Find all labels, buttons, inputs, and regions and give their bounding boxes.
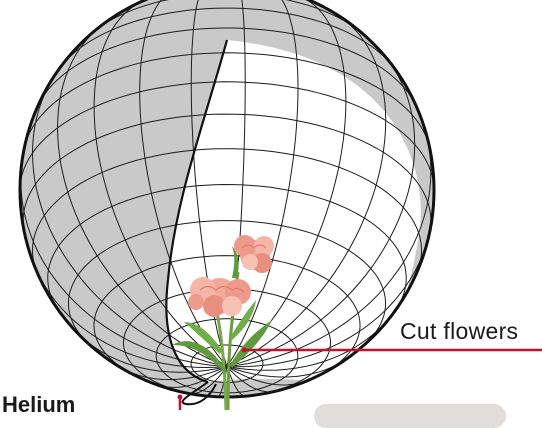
parallel-line: [296, 58, 430, 147]
parallel-line: [288, 189, 407, 311]
carnation-bottom: [188, 277, 251, 317]
meridian-line: [226, 358, 348, 378]
parallel-line: [293, 154, 423, 271]
parallel-line: [20, 81, 299, 187]
parallel-line: [93, 255, 273, 376]
meridian-line: [226, 226, 432, 368]
helium-leader-dot: [177, 394, 183, 400]
inner-bag-edge: [165, 39, 229, 384]
carnation-bouquet-icon: [172, 235, 274, 411]
meridian-line: [31, 76, 228, 367]
parallel-line: [24, 52, 297, 145]
balloon-illustration: [18, 0, 542, 411]
meridian-line: [93, 0, 228, 367]
meridian-line: [226, 0, 347, 367]
parallel-line: [297, 87, 434, 189]
meridian-line: [226, 15, 387, 367]
parallel-line: [22, 113, 297, 229]
cut-flowers-leader-dot: [241, 347, 247, 353]
balloon-neck: [181, 381, 217, 406]
parallel-line: [272, 259, 361, 374]
parallel-line: [296, 120, 432, 231]
carnation-top: [234, 235, 274, 273]
parallel-line: [47, 183, 289, 309]
parallel-line: [68, 220, 282, 347]
meridian-line: [226, 366, 246, 397]
parallel-line: [293, 33, 418, 108]
parallel-line: [92, 0, 282, 33]
caption-tag: [314, 404, 506, 428]
outer-mesh-grid: [20, 0, 434, 397]
parallel-line: [281, 225, 386, 345]
cut-flowers-label: Cut flowers: [400, 318, 519, 344]
meridian-line: [226, 126, 432, 367]
helium-label: Helium: [2, 392, 76, 417]
parallel-line: [31, 148, 294, 269]
parallel-line: [37, 27, 294, 106]
meridian-line: [226, 55, 416, 367]
parallel-line: [61, 7, 289, 66]
